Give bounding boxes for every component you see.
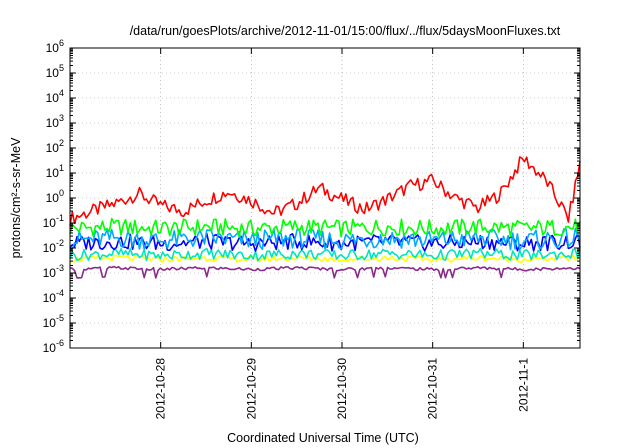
series-cyan [69,227,581,251]
series-teal [69,247,581,262]
y-tick-label: 100 [46,188,64,205]
y-tick-label: 10-2 [43,238,64,255]
y-tick-label: 102 [46,138,64,155]
x-tick-label: 2012-10-31 [426,358,440,420]
series-layer [69,156,581,279]
series-purple [69,265,581,279]
grid-lines [70,48,580,348]
y-tick-label: 10-6 [43,338,64,355]
x-tick-label: 2012-11-1 [516,358,530,412]
y-tick-label: 103 [46,113,64,130]
y-axis-label: protons/cm²-s-sr-MeV [9,137,23,259]
y-tick-label: 105 [46,63,64,80]
series-green [69,217,581,238]
y-tick-label: 104 [46,88,64,105]
x-tick-label: 2012-10-30 [335,358,349,420]
chart-title: /data/run/goesPlots/archive/2012-11-01/1… [130,24,561,38]
x-tick-label: 2012-10-29 [244,358,258,420]
x-axis-label: Coordinated Universal Time (UTC) [227,431,419,445]
y-tick-label: 101 [46,163,64,180]
y-tick-label: 10-1 [43,213,64,230]
x-tick-label: 2012-10-28 [154,358,168,420]
y-tick-label: 106 [46,38,64,55]
y-tick-label: 10-5 [43,313,64,330]
y-tick-label: 10-4 [43,288,64,305]
plot-frame [69,47,581,349]
y-tick-label: 10-3 [43,263,64,280]
series-red [69,156,581,226]
